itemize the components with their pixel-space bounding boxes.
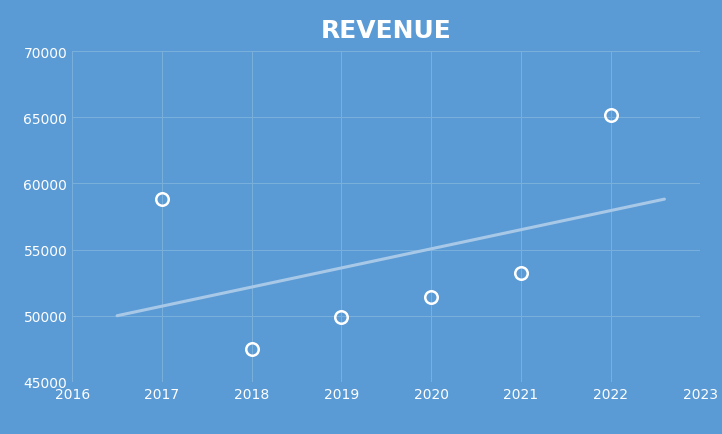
Title: REVENUE: REVENUE bbox=[321, 19, 452, 43]
